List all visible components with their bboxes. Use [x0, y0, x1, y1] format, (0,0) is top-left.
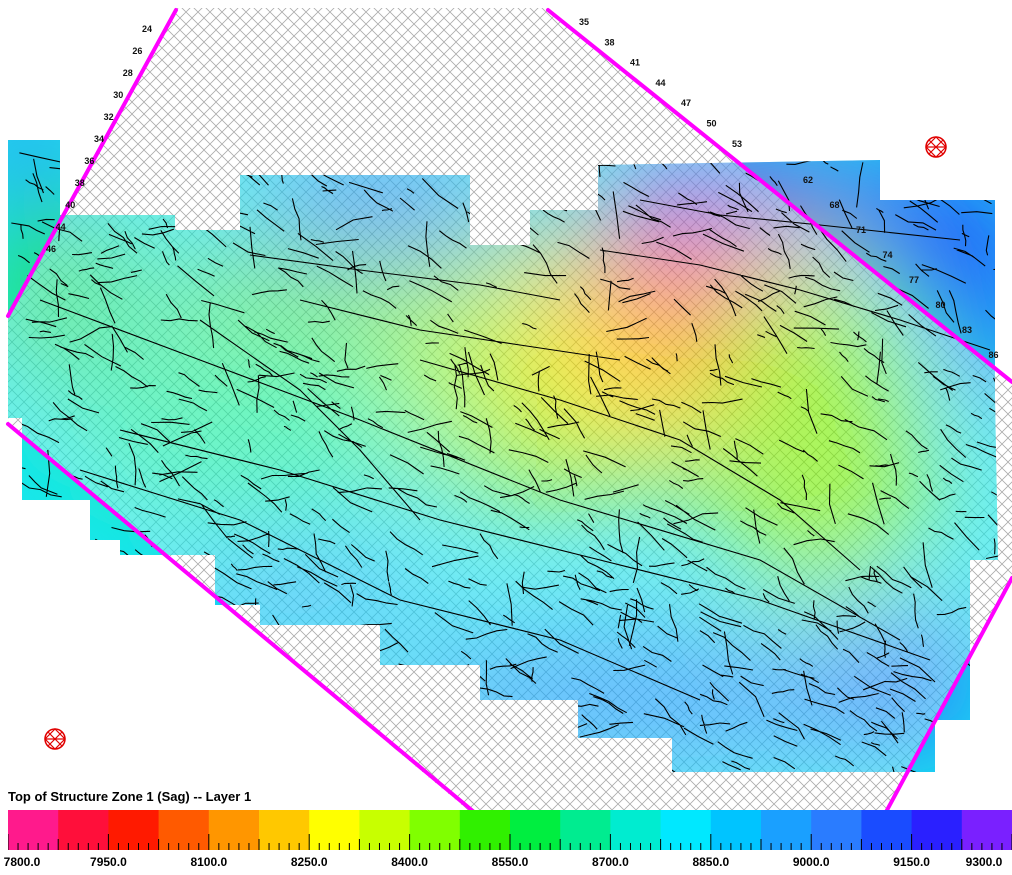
line-number-label: 26 — [132, 46, 142, 56]
line-number-label: 32 — [104, 112, 114, 122]
color-scale-label: 8700.0 — [592, 855, 629, 869]
color-scale-label: 8400.0 — [391, 855, 428, 869]
line-number-label: 38 — [605, 37, 615, 47]
line-number-label: 44 — [656, 78, 666, 88]
color-swatch — [610, 810, 662, 850]
line-number-label: 53 — [732, 139, 742, 149]
color-swatch — [861, 810, 913, 850]
line-number-label: 40 — [65, 200, 75, 210]
line-number-label: 35 — [579, 17, 589, 27]
color-swatch — [409, 810, 461, 850]
color-scale-label: 8550.0 — [491, 855, 529, 869]
color-swatch — [710, 810, 762, 850]
line-number-label: 47 — [681, 98, 691, 108]
color-swatch — [259, 810, 310, 850]
color-scale-labels: 7800.0 7950.0 8100.0 8250.0 8400.0 8550.0 8700… — [0, 855, 1012, 871]
well-symbol-southwest[interactable] — [44, 728, 66, 750]
line-number-label: 28 — [123, 68, 133, 78]
color-scale-label: 7950.0 — [90, 855, 127, 869]
line-number-label: 30 — [113, 90, 123, 100]
line-number-label: 41 — [630, 58, 640, 68]
color-swatch — [510, 810, 561, 850]
color-swatch — [8, 810, 59, 850]
line-number-label: 68 — [830, 200, 840, 210]
legend-title: Top of Structure Zone 1 (Sag) -- Layer 1 — [8, 789, 252, 804]
color-swatch — [208, 810, 260, 850]
color-swatch — [761, 810, 812, 850]
line-number-label: 77 — [909, 275, 919, 285]
color-swatch — [459, 810, 511, 850]
line-number-label: 80 — [936, 300, 946, 310]
well-symbol-northeast[interactable] — [925, 136, 947, 158]
color-scale-label: 9000.0 — [792, 855, 830, 869]
inline-labels-left: 24 26 28 30 32 34 36 38 40 44 46 — [46, 24, 152, 254]
line-number-label: 46 — [46, 244, 56, 254]
line-number-label: 50 — [707, 119, 717, 129]
color-scale-label: 9150.0 — [893, 855, 930, 869]
line-number-label: 44 — [56, 222, 66, 232]
color-swatch — [911, 810, 963, 850]
color-swatch — [560, 810, 611, 850]
line-number-label: 24 — [142, 24, 152, 34]
color-swatch — [811, 810, 862, 850]
color-swatch — [58, 810, 109, 850]
color-scale-label: 7800.0 — [3, 855, 41, 869]
color-swatch — [158, 810, 210, 850]
line-number-label: 62 — [803, 175, 813, 185]
color-scale-label: 8850.0 — [692, 855, 730, 869]
color-swatch — [108, 810, 160, 850]
line-number-label: 74 — [883, 250, 893, 260]
color-swatch — [660, 810, 712, 850]
color-scale-label: 8100.0 — [190, 855, 228, 869]
color-swatch — [359, 810, 411, 850]
color-swatch — [309, 810, 360, 850]
survey-boundary — [6, 8, 1012, 814]
color-swatch — [961, 810, 1012, 850]
color-scale-bar — [8, 810, 1012, 850]
inline-labels-top: 35 38 41 44 47 50 53 — [579, 17, 742, 149]
line-number-label: 38 — [75, 178, 85, 188]
line-number-label: 83 — [962, 325, 972, 335]
line-number-label: 71 — [856, 225, 866, 235]
color-scale-label: 8250.0 — [290, 855, 328, 869]
color-scale-label: 9300.0 — [965, 855, 1003, 869]
crossline-labels-right: 62 68 71 74 77 80 83 86 — [803, 175, 999, 360]
line-number-label: 34 — [94, 134, 104, 144]
line-number-label: 86 — [989, 350, 999, 360]
line-number-label: 36 — [84, 156, 94, 166]
